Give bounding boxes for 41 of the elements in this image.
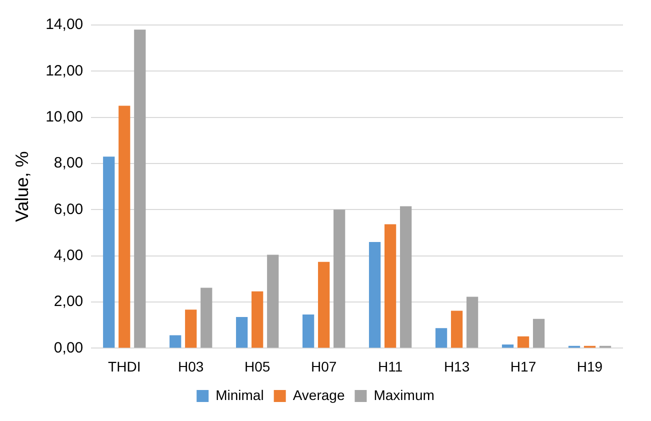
bar	[236, 317, 248, 348]
x-tick-label: THDI	[108, 358, 141, 374]
bar	[200, 288, 212, 348]
bar	[185, 310, 197, 348]
bar	[517, 336, 530, 348]
bar	[435, 328, 448, 348]
bar	[334, 210, 346, 348]
y-tick-label: 0,00	[54, 339, 84, 356]
bar	[118, 106, 130, 348]
bar	[384, 224, 396, 348]
bar	[318, 262, 330, 348]
bar	[466, 296, 478, 348]
bar	[170, 335, 182, 348]
x-tick-label: H07	[310, 358, 337, 374]
bar	[103, 156, 115, 348]
legend-label: Average	[292, 386, 345, 403]
y-tick-label: 10,00	[46, 108, 84, 126]
bar	[368, 242, 381, 348]
y-tick-label: 12,00	[46, 62, 84, 80]
y-tick-label: 6,00	[54, 200, 84, 218]
x-tick-label: H05	[244, 358, 270, 374]
x-tick-label: H17	[510, 358, 536, 374]
legend-label: Minimal	[216, 386, 264, 403]
y-tick-label: 2,00	[54, 293, 84, 310]
legend-label: Maximum	[374, 386, 434, 403]
y-tick-label: 14,00	[46, 16, 84, 34]
bar	[400, 206, 412, 348]
x-tick-label: H19	[576, 358, 603, 374]
bar	[450, 310, 463, 348]
x-tick-label: H03	[178, 358, 204, 374]
bar	[267, 254, 279, 348]
bar	[532, 318, 545, 348]
bar	[252, 291, 264, 348]
y-axis-title: Value, %	[12, 151, 32, 222]
bar	[134, 30, 146, 348]
y-tick-label: 4,00	[54, 247, 84, 264]
bar	[502, 344, 514, 348]
bar	[302, 314, 314, 348]
y-tick-label: 8,00	[54, 154, 84, 172]
x-tick-label: H11	[378, 358, 403, 374]
x-tick-label: H13	[444, 358, 470, 374]
